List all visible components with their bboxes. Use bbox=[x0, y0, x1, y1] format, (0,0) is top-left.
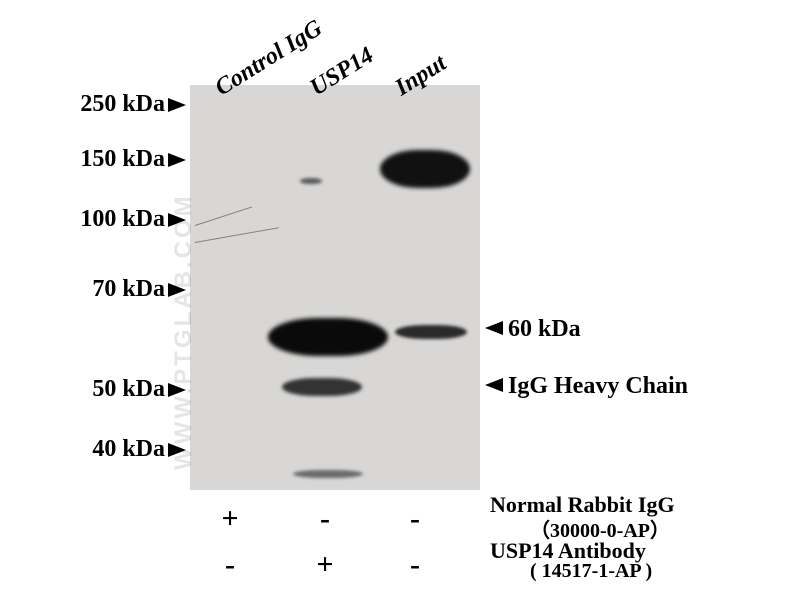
band-arrow-icon bbox=[485, 321, 503, 335]
band bbox=[395, 325, 467, 339]
legend-symbol: - bbox=[400, 548, 430, 582]
legend-symbol: + bbox=[215, 502, 245, 536]
mw-arrow-icon bbox=[168, 98, 186, 112]
mw-arrow-icon bbox=[168, 283, 186, 297]
watermark-text: WWW.PTGLAB.COM bbox=[170, 193, 198, 470]
blot-film-area bbox=[190, 85, 480, 490]
band bbox=[268, 318, 388, 356]
mw-label: 70 kDa bbox=[55, 276, 165, 303]
mw-arrow-icon bbox=[168, 443, 186, 457]
mw-arrow-icon bbox=[168, 213, 186, 227]
western-blot-figure: WWW.PTGLAB.COM 250 kDa 150 kDa 100 kDa 70 k… bbox=[0, 0, 800, 600]
mw-label: 250 kDa bbox=[55, 91, 165, 118]
band bbox=[282, 378, 362, 396]
mw-label: 150 kDa bbox=[55, 146, 165, 173]
band-arrow-icon bbox=[485, 378, 503, 392]
mw-arrow-icon bbox=[168, 153, 186, 167]
mw-label: 100 kDa bbox=[55, 206, 165, 233]
band bbox=[380, 150, 470, 188]
mw-label: 50 kDa bbox=[55, 376, 165, 403]
band-annotation-label: 60 kDa bbox=[508, 316, 581, 343]
mw-arrow-icon bbox=[168, 383, 186, 397]
band bbox=[300, 178, 322, 184]
legend-symbol: - bbox=[215, 548, 245, 582]
band-annotation-label: IgG Heavy Chain bbox=[508, 373, 688, 400]
mw-label: 40 kDa bbox=[55, 436, 165, 463]
legend-symbol: - bbox=[400, 502, 430, 536]
legend-symbol: + bbox=[310, 548, 340, 582]
band bbox=[293, 470, 363, 478]
legend-row-sub: ( 14517-1-AP ) bbox=[530, 560, 652, 583]
legend-symbol: - bbox=[310, 502, 340, 536]
